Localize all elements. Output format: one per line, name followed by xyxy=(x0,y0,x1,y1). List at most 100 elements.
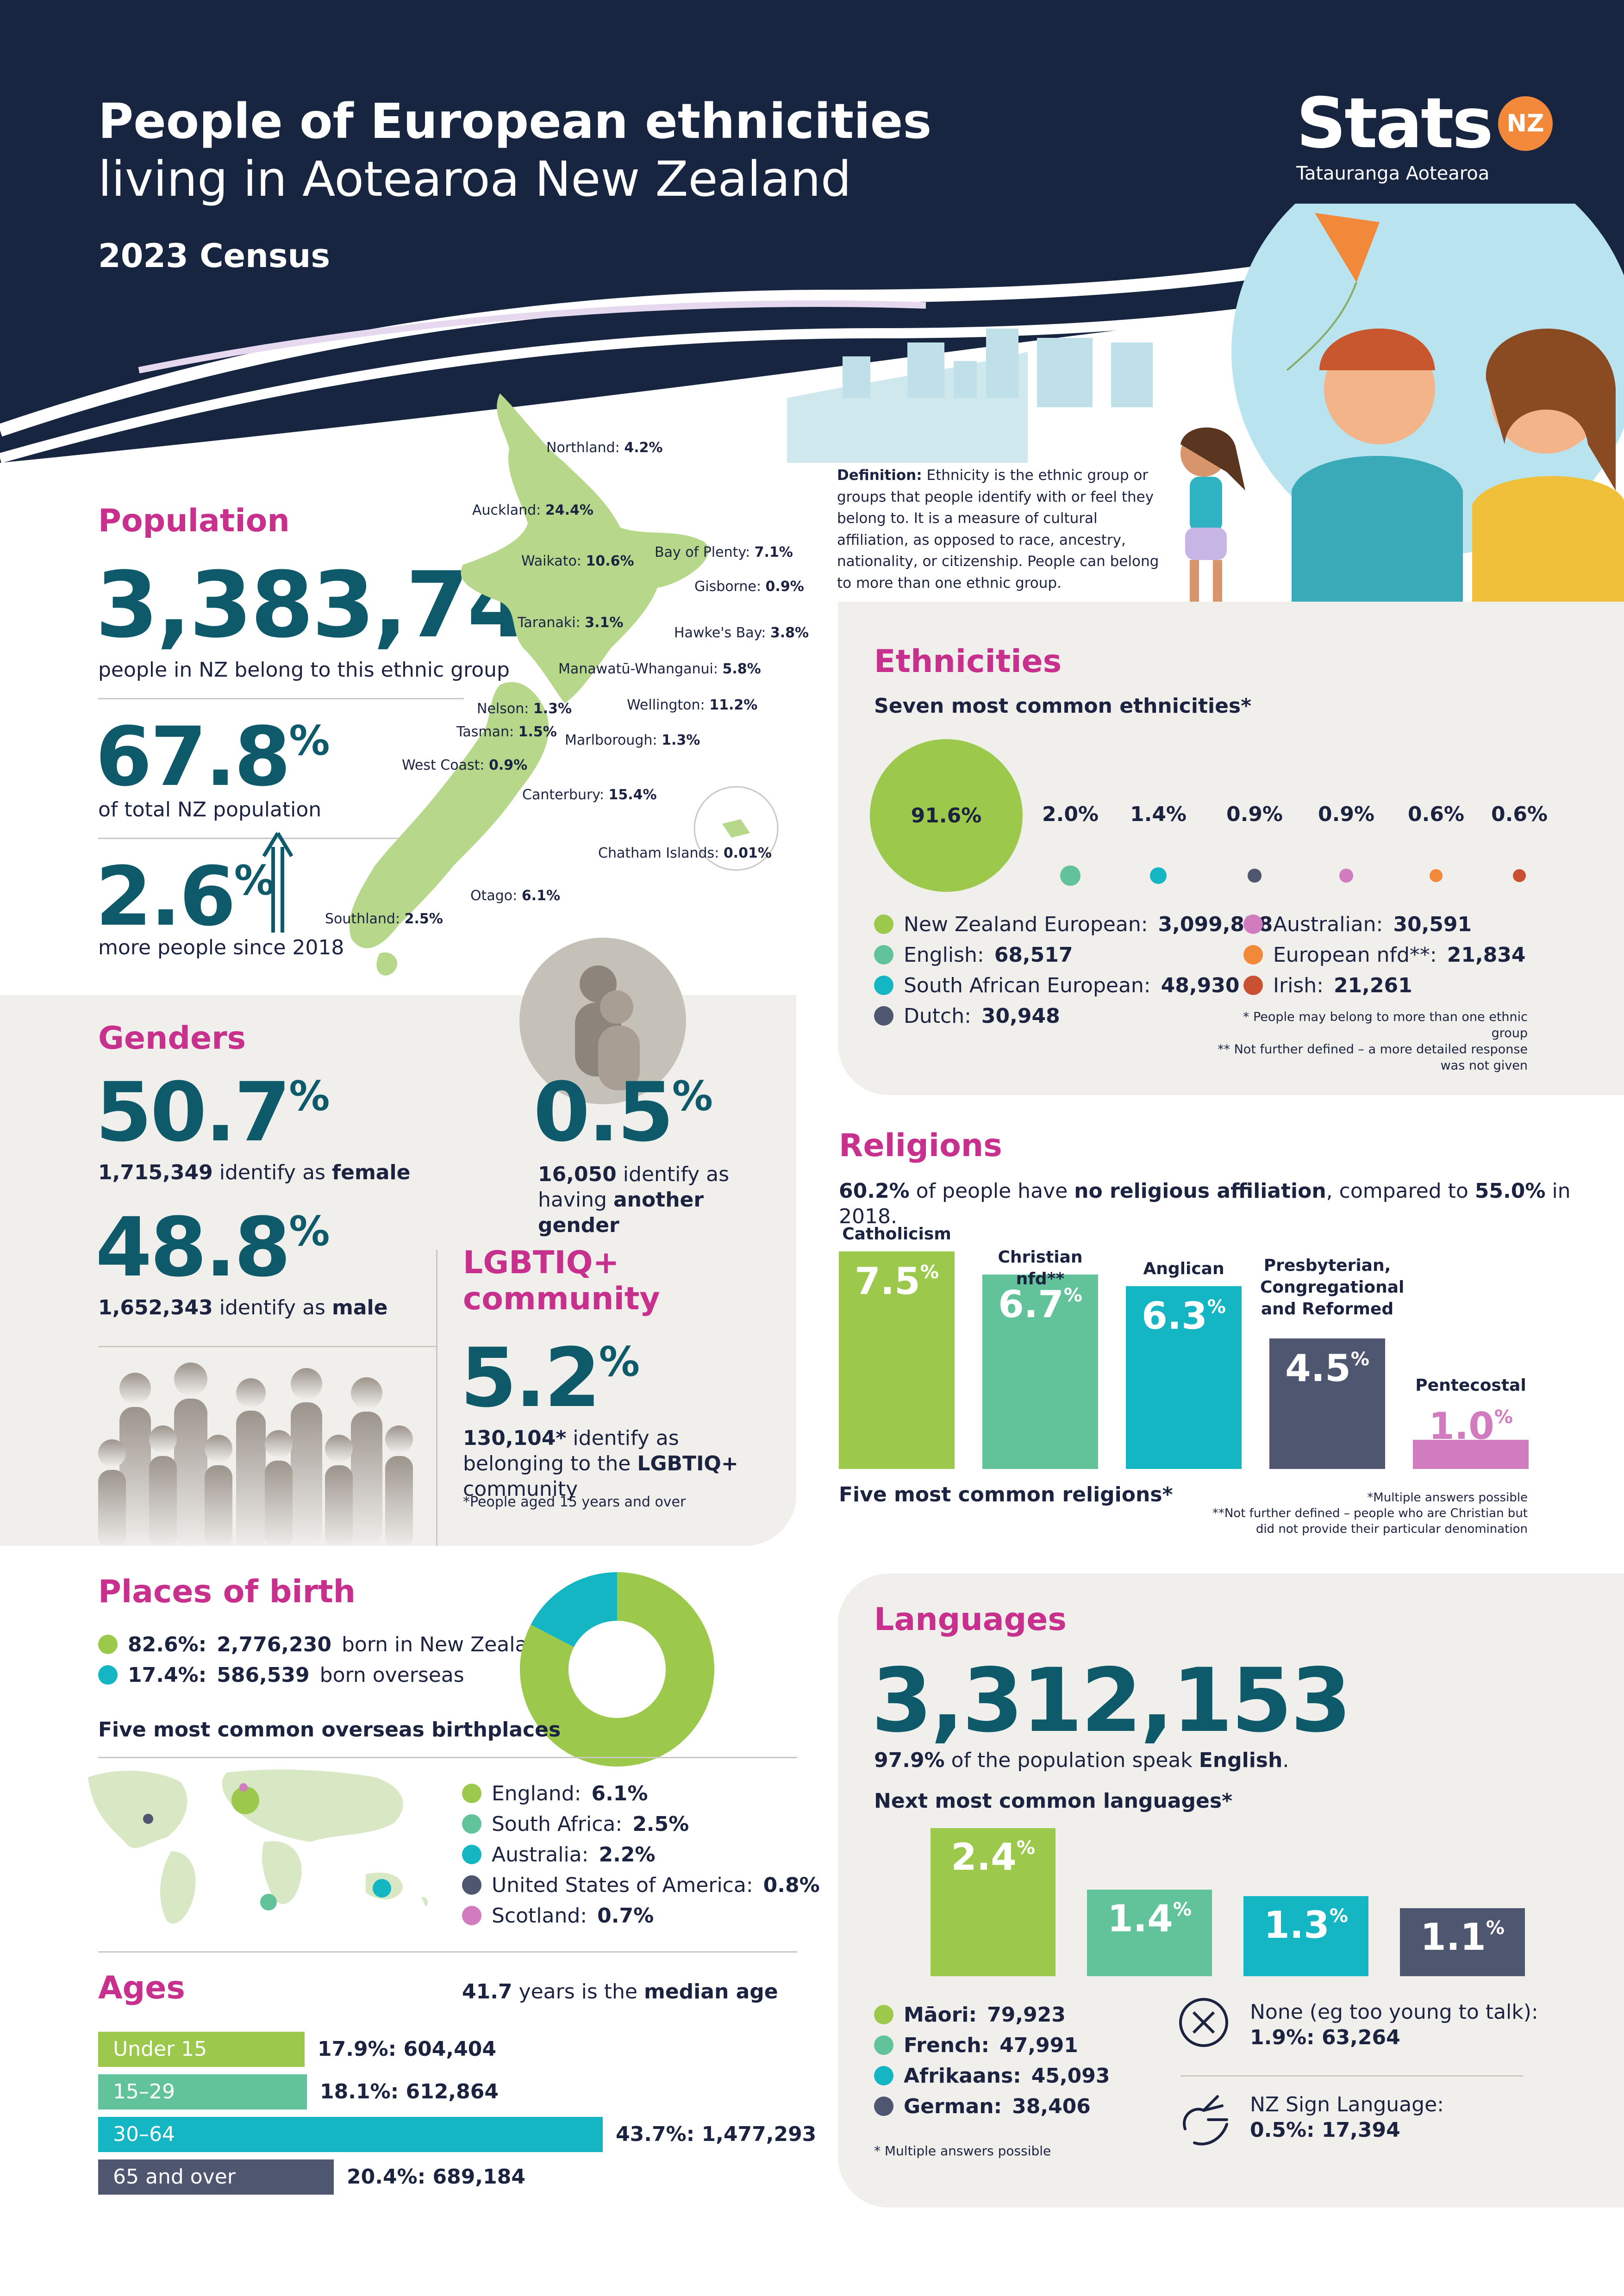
divider xyxy=(98,698,464,699)
region-hawkes-bay: Hawke's Bay: 3.8% xyxy=(674,625,809,641)
nz-map xyxy=(349,393,779,976)
legend-item-european-nfd: European nfd**: 21,834 xyxy=(1243,940,1526,970)
age-bar-value: 18.1%: 612,864 xyxy=(320,2080,499,2103)
ethnicity-bubble-value: 91.6% xyxy=(911,803,982,828)
lgbtiq-heading: LGBTIQ+ community xyxy=(463,1244,660,1318)
religion-bar xyxy=(982,1275,1098,1469)
population-growth-caption: more people since 2018 xyxy=(98,936,344,959)
ethnicity-value: 0.9% xyxy=(1318,803,1375,826)
another-gender-caption: 16,050 identify as having another gender xyxy=(538,1163,730,1237)
region-canterbury: Canterbury: 15.4% xyxy=(522,787,657,803)
male-caption: 1,652,343 identify as male xyxy=(98,1296,388,1319)
language-bar-value: 1.3% xyxy=(1264,1904,1348,1947)
donut-segment-born-overseas xyxy=(531,1572,617,1647)
region-northland: Northland: 4.2% xyxy=(546,440,663,456)
census-year: 2023 Census xyxy=(98,237,331,275)
language-bar-value: 1.1% xyxy=(1420,1916,1505,1959)
age-bar: 65 and over xyxy=(98,2159,334,2195)
legend-born-nz: 82.6%: 2,776,230 born in New Zealand xyxy=(98,1629,553,1660)
birthplace-legend: England: 6.1% South Africa: 2.5% Australia… xyxy=(462,1778,820,1931)
ethnicity-bubble xyxy=(1060,865,1081,886)
male-pct: 48.8% xyxy=(95,1200,330,1295)
region-otago: Otago: 6.1% xyxy=(470,888,561,904)
ethnicity-value: 2.0% xyxy=(1042,803,1099,826)
logo-badge: NZ xyxy=(1498,96,1553,151)
female-pct: 50.7% xyxy=(95,1065,330,1160)
religions-summary: 60.2% of people have no religious affili… xyxy=(839,1179,1571,1228)
legend-item-dutch: Dutch: 30,948 xyxy=(874,1001,1273,1031)
language-bar xyxy=(931,1828,1056,1976)
religions-heading: Religions xyxy=(839,1127,1002,1164)
ethnicity-value: 0.9% xyxy=(1226,803,1283,826)
ethnicity-value: 0.6% xyxy=(1491,803,1548,826)
languages-subheading: Next most common languages* xyxy=(874,1789,1233,1813)
age-bar-value: 20.4%: 689,184 xyxy=(347,2165,525,2189)
religion-bar-label: Christian nfd** xyxy=(998,1248,1083,1288)
no-language: None (eg too young to talk): 1.9%: 63,264 xyxy=(1250,2000,1538,2049)
religion-bar-label: Catholicism xyxy=(842,1225,951,1244)
sign-language: NZ Sign Language: 0.5%: 17,394 xyxy=(1250,2093,1444,2142)
ages-heading: Ages xyxy=(98,1970,185,2006)
legend-england: England: 6.1% xyxy=(462,1778,820,1809)
ethnicity-bubble xyxy=(1149,867,1167,884)
ethnicities-subheading: Seven most common ethnicities* xyxy=(874,694,1252,718)
region-waikato: Waikato: 10.6% xyxy=(521,553,634,569)
kite-icon xyxy=(1315,213,1380,282)
religions-notes: *Multiple answers possible **Not further … xyxy=(1212,1491,1528,1536)
region-southland: Southland: 2.5% xyxy=(325,911,443,927)
ethnicity-bubble: 91.6% xyxy=(870,739,1023,892)
age-bar: 15–29 xyxy=(98,2074,307,2109)
legend-item-australian: Australian: 30,591 xyxy=(1243,909,1526,940)
legend-item-south-african-european: South African European: 48,930 xyxy=(874,970,1273,1001)
title-line-1: People of European ethnicities xyxy=(98,93,932,149)
birth-heading: Places of birth xyxy=(98,1574,356,1610)
language-bar xyxy=(1400,1908,1525,1976)
arrow-up-icon xyxy=(262,832,294,933)
religions-caption: Five most common religions* xyxy=(839,1483,1173,1506)
legend-item-irish: Irish: 21,261 xyxy=(1243,970,1526,1001)
religion-bar-value: 6.7% xyxy=(998,1283,1082,1326)
legend-born-overseas: 17.4%: 586,539 born overseas xyxy=(98,1660,553,1690)
ethnicity-bubble xyxy=(1513,869,1526,882)
religion-bar-value: 4.5% xyxy=(1285,1347,1369,1390)
english-speakers: 97.9% of the population speak English. xyxy=(874,1748,1289,1772)
ethnicity-legend-right: Australian: 30,591 European nfd**: 21,834 … xyxy=(1243,909,1526,1001)
legend-afrikaans: Afrikaans: 45,093 xyxy=(874,2060,1110,2091)
religion-bar xyxy=(1126,1286,1242,1469)
region-chatham-islands: Chatham Islands: 0.01% xyxy=(598,845,772,861)
legend-item-english: English: 68,517 xyxy=(874,940,1273,970)
legend-scotland: Scotland: 0.7% xyxy=(462,1900,820,1931)
language-bar-value: 1.4% xyxy=(1107,1897,1192,1940)
languages-count: 3,312,153 xyxy=(871,1649,1352,1752)
region-bay-of-plenty: Bay of Plenty: 7.1% xyxy=(655,544,793,560)
ethnicities-note-2: ** Not further defined – a more detailed… xyxy=(1218,1042,1528,1073)
stats-nz-logo: Stats NZ Tatauranga Aotearoa xyxy=(1296,89,1553,184)
legend-maori: Māori: 79,923 xyxy=(874,1999,1110,2030)
languages-heading: Languages xyxy=(874,1601,1067,1638)
religion-bar-value: 1.0% xyxy=(1429,1405,1513,1448)
religion-bar-value: 7.5% xyxy=(855,1260,939,1303)
population-heading: Population xyxy=(98,503,290,539)
birthplaces-subheading: Five most common overseas birthplaces xyxy=(98,1718,561,1742)
legend-item-new-zealand-european: New Zealand European: 3,099,858 xyxy=(874,909,1273,940)
median-age: 41.7 years is the median age xyxy=(462,1980,778,2004)
definition-box: Definition: Ethnicity is the ethnic grou… xyxy=(837,465,1161,594)
lgbtiq-note: *People aged 15 years and over xyxy=(463,1494,686,1510)
religion-bar xyxy=(1413,1440,1529,1469)
age-bar: 30–64 xyxy=(98,2117,603,2152)
language-bar xyxy=(1087,1890,1212,1976)
pct-symbol: % xyxy=(234,856,275,904)
population-share: 67.8% xyxy=(95,716,330,798)
logo-text: Stats xyxy=(1296,83,1493,164)
religion-bar xyxy=(839,1251,955,1469)
religion-bar-label: Pentecostal xyxy=(1415,1376,1526,1395)
religion-bar-label: Anglican xyxy=(1143,1259,1224,1278)
birth-legend: 82.6%: 2,776,230 born in New Zealand 17.4%… xyxy=(98,1629,553,1690)
population-growth-value: 2.6 xyxy=(95,849,236,944)
divider xyxy=(98,1346,436,1347)
region-nelson: Nelson: 1.3% xyxy=(477,701,572,717)
pct-symbol: % xyxy=(289,716,330,765)
ethnicity-bubble xyxy=(1430,869,1443,882)
population-growth: 2.6% xyxy=(95,856,275,938)
world-map xyxy=(88,1769,428,1924)
